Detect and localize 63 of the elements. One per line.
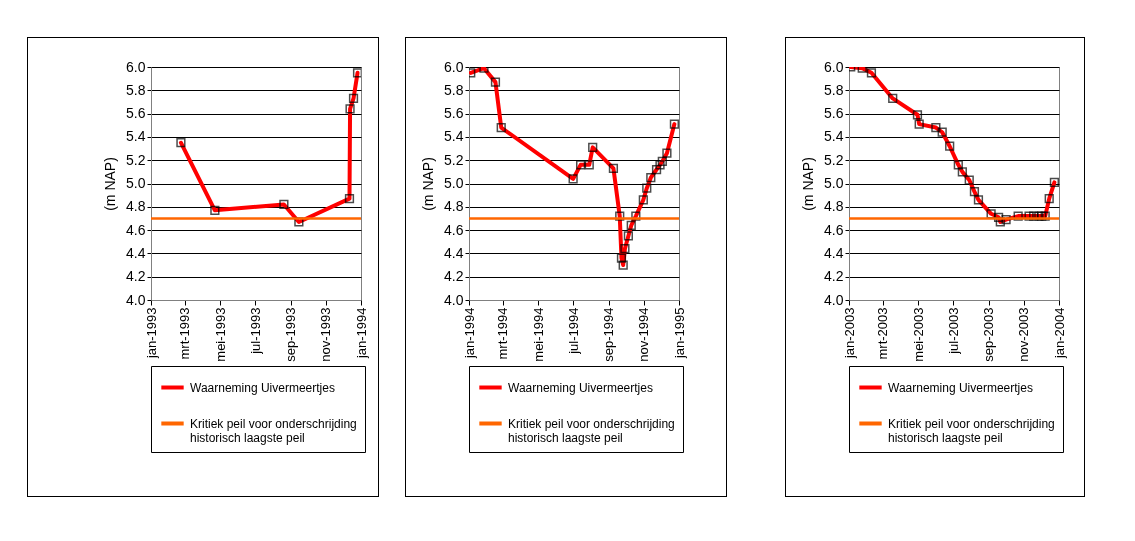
x-tick-label: jul-1993 [247, 307, 263, 355]
x-tick-label: sep-1994 [601, 307, 617, 362]
y-axis-title: (m NAP) [420, 157, 437, 211]
x-tick-label: mrt-1994 [495, 307, 511, 360]
y-tick-label: 5.0 [126, 175, 146, 191]
y-tick-label: 4.2 [824, 268, 844, 285]
legend-label: Kritiek peil voor onderschrijding historisch laagste peil [508, 416, 675, 445]
x-tick-label: jan-1994 [461, 307, 477, 360]
y-tick-label: 5.2 [824, 151, 844, 168]
y-tick-label: 5.8 [444, 81, 464, 98]
x-tick-label: jan-2003 [841, 307, 857, 360]
x-tick-label: jan-1994 [353, 307, 369, 360]
x-tick-label: sep-1993 [283, 307, 299, 362]
y-axis-title: (m NAP) [102, 157, 119, 211]
y-tick-label: 5.6 [824, 105, 844, 122]
y-tick-label: 4.8 [824, 198, 844, 215]
x-tick-label: mrt-2003 [875, 307, 891, 360]
legend-label: Waarneming Uivermeertjes [888, 380, 1033, 395]
y-tick-label: 4.6 [126, 221, 146, 238]
y-axis-title: (m NAP) [800, 157, 817, 211]
y-tick-label: 5.4 [824, 128, 844, 145]
x-tick-label: jan-2004 [1051, 307, 1067, 360]
y-tick-label: 5.8 [126, 81, 146, 98]
x-tick-label: nov-1994 [636, 307, 652, 362]
y-tick-label: 4.6 [444, 221, 464, 238]
y-tick-label: 5.0 [444, 175, 464, 191]
y-tick-label: 4.0 [126, 291, 146, 308]
x-tick-label: jan-1995 [671, 307, 687, 360]
x-tick-label: mei-1994 [530, 307, 546, 362]
y-tick-label: 5.4 [126, 128, 146, 145]
x-tick-label: mei-1993 [212, 307, 228, 362]
y-tick-label: 4.0 [824, 291, 844, 308]
legend-label: Waarneming Uivermeertjes [508, 380, 653, 395]
y-tick-label: 4.6 [824, 221, 844, 238]
y-tick-label: 5.6 [126, 105, 146, 122]
x-tick-label: nov-2003 [1016, 307, 1032, 362]
x-tick-label: mrt-1993 [177, 307, 193, 360]
y-tick-label: 4.2 [444, 268, 464, 285]
x-tick-label: jul-1994 [565, 307, 581, 355]
x-tick-label: jan-1993 [143, 307, 159, 360]
legend-label: Waarneming Uivermeertjes [190, 380, 335, 395]
y-tick-label: 5.6 [444, 105, 464, 122]
y-tick-label: 4.4 [444, 244, 464, 261]
y-tick-label: 5.2 [444, 151, 464, 168]
y-tick-label: 6.0 [126, 58, 146, 75]
y-tick-label: 5.4 [444, 128, 464, 145]
y-tick-label: 5.8 [824, 81, 844, 98]
x-tick-label: sep-2003 [981, 307, 997, 362]
y-tick-label: 4.4 [824, 244, 844, 261]
y-tick-label: 4.4 [126, 244, 146, 261]
x-tick-label: mei-2003 [910, 307, 926, 362]
x-tick-label: nov-1993 [318, 307, 334, 362]
y-tick-label: 6.0 [444, 58, 464, 75]
y-tick-label: 5.2 [126, 151, 146, 168]
y-tick-label: 6.0 [824, 58, 844, 75]
y-tick-label: 4.8 [126, 198, 146, 215]
x-tick-label: jul-2003 [945, 307, 961, 355]
legend-label: Kritiek peil voor onderschrijding historisch laagste peil [888, 416, 1055, 445]
y-tick-label: 4.0 [444, 291, 464, 308]
y-tick-label: 5.0 [824, 175, 844, 191]
legend-label: Kritiek peil voor onderschrijding historisch laagste peil [190, 416, 357, 445]
y-tick-label: 4.8 [444, 198, 464, 215]
y-tick-label: 4.2 [126, 268, 146, 285]
